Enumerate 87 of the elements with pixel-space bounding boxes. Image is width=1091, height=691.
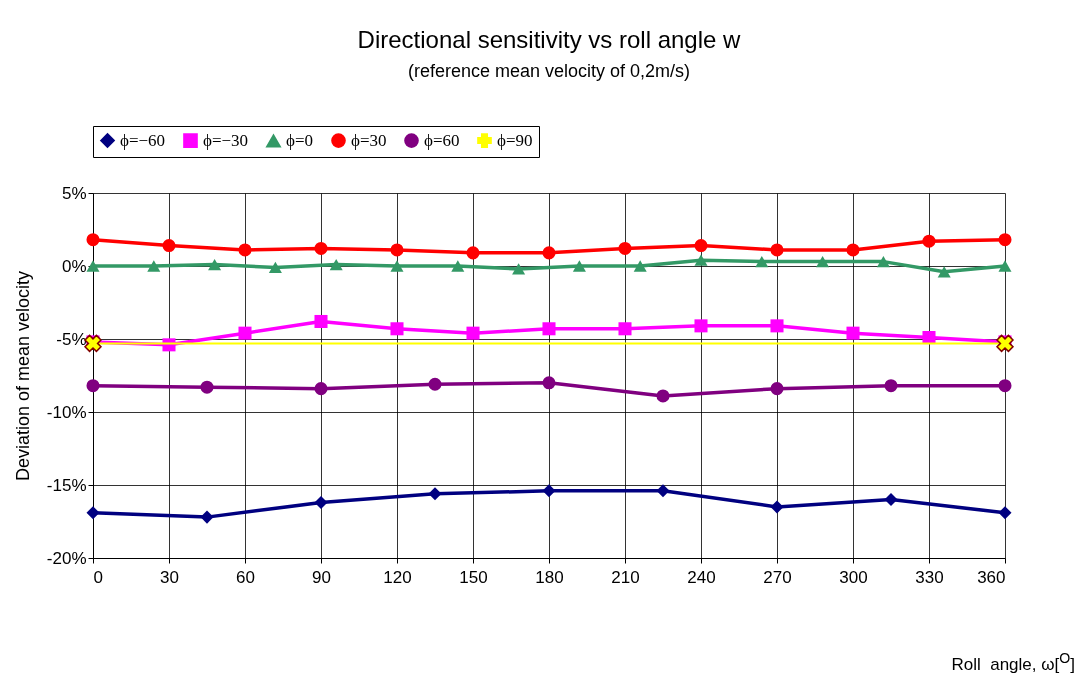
x-tick-label: 180 — [535, 567, 564, 587]
x-tick-label: 150 — [459, 567, 488, 587]
legend-label: ϕ=0 — [286, 131, 314, 151]
legend-label: ϕ=90 — [497, 130, 533, 150]
point — [390, 260, 404, 272]
point — [633, 260, 647, 272]
y-tick-label: -15% — [46, 475, 87, 495]
x-tick-label: 240 — [687, 567, 716, 587]
x-tick-label: 300 — [839, 567, 868, 587]
point — [200, 380, 214, 394]
point — [466, 326, 480, 340]
point — [208, 258, 222, 271]
point — [618, 322, 632, 336]
point — [329, 258, 343, 271]
point — [451, 260, 465, 272]
point — [998, 379, 1012, 393]
point — [770, 382, 784, 396]
x-tick-label: 30 — [160, 567, 179, 587]
point — [884, 379, 898, 393]
y-tick-label: -10% — [46, 402, 87, 422]
y-tick-label: 0% — [61, 256, 87, 276]
x-tick-label: 210 — [611, 567, 640, 587]
x-tick-label: 120 — [383, 567, 412, 587]
point — [542, 322, 556, 336]
y-tick-label: -5% — [56, 329, 87, 349]
point — [770, 319, 784, 333]
point — [998, 260, 1012, 272]
point — [694, 319, 708, 333]
point — [390, 322, 404, 336]
point — [770, 243, 784, 257]
point — [162, 239, 176, 253]
point — [694, 254, 708, 266]
chart-title: Directional sensitivity vs roll angle w — [357, 25, 742, 53]
point — [268, 261, 282, 274]
y-axis-title: Deviation of mean velocity — [12, 270, 33, 482]
point — [816, 255, 830, 268]
point — [998, 233, 1012, 247]
x-tick-label: 90 — [312, 567, 331, 587]
chart-subtitle: (reference mean velocity of 0,2m/s) — [407, 60, 691, 81]
point — [618, 241, 632, 255]
point — [147, 260, 161, 272]
point — [428, 377, 442, 391]
point — [694, 239, 708, 253]
legend-label: ϕ=30 — [351, 130, 387, 150]
x-tick-label: 270 — [763, 567, 792, 587]
point — [770, 500, 784, 514]
point — [86, 260, 100, 272]
y-tick-label: -20% — [46, 548, 87, 568]
point — [755, 255, 769, 268]
x-tick-label: 330 — [915, 567, 944, 587]
point — [86, 379, 100, 393]
point — [656, 484, 670, 498]
point — [200, 510, 214, 524]
y-tick-label: 5% — [61, 183, 87, 203]
point — [998, 506, 1012, 520]
point — [314, 241, 328, 255]
point — [996, 334, 1014, 353]
point — [314, 382, 328, 396]
point — [314, 496, 328, 510]
point — [542, 376, 556, 390]
point — [876, 255, 890, 268]
point — [846, 243, 860, 257]
point — [238, 243, 252, 257]
legend-label: ϕ=−60 — [120, 130, 166, 150]
point — [572, 260, 586, 272]
legend-label: ϕ=60 — [424, 130, 460, 150]
x-axis-title: Roll angle, ω[$^{O}$] — [951, 650, 1075, 675]
point — [937, 266, 951, 278]
point — [512, 263, 526, 275]
x-tick-label: 360 — [977, 567, 1006, 587]
legend-label: ϕ=−30 — [203, 130, 249, 150]
point — [314, 314, 328, 328]
point — [922, 234, 936, 248]
point — [542, 246, 556, 260]
point — [86, 506, 100, 520]
point — [542, 484, 556, 498]
point — [656, 389, 670, 403]
point — [238, 326, 252, 340]
point — [84, 334, 102, 353]
x-tick-label: 60 — [236, 567, 255, 587]
point — [466, 246, 480, 260]
point — [846, 326, 860, 340]
x-tick-label: 0 — [93, 567, 103, 587]
point — [390, 243, 404, 257]
point — [884, 493, 898, 507]
point — [428, 487, 442, 501]
point — [86, 233, 100, 247]
